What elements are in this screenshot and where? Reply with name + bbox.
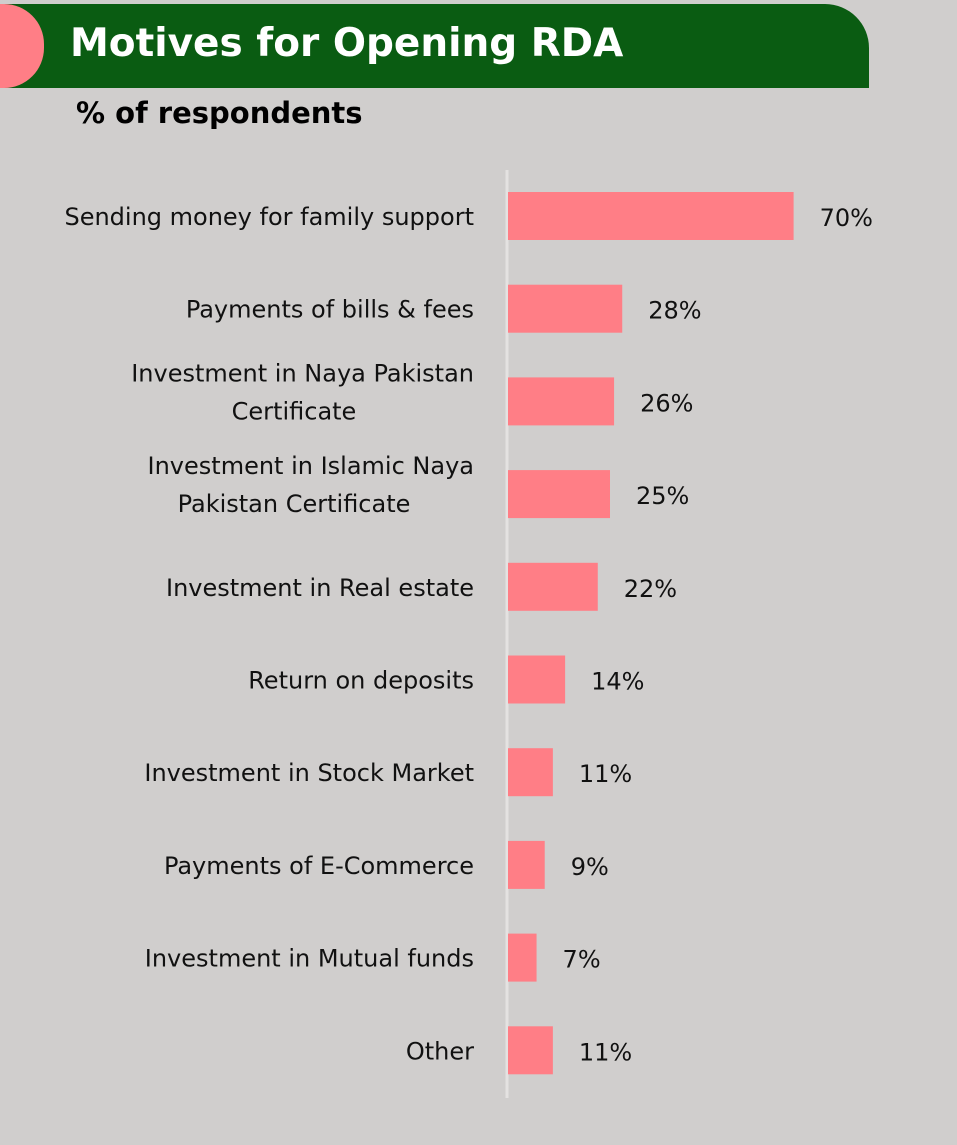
bar xyxy=(508,1026,553,1075)
bar xyxy=(508,192,794,240)
category-label: Investment in Islamic Naya Pakistan Certi… xyxy=(148,452,474,518)
category-label: Investment in Real estate xyxy=(166,574,474,602)
bar xyxy=(508,655,566,704)
value-label: 25% xyxy=(636,482,689,510)
value-label: 11% xyxy=(579,1038,632,1066)
bar xyxy=(508,562,598,611)
category-label: Payments of bills & fees xyxy=(186,296,474,324)
value-label: 7% xyxy=(563,946,601,974)
bar xyxy=(508,933,537,982)
value-label: 70% xyxy=(820,204,873,232)
bars-group xyxy=(508,192,794,1075)
value-label: 9% xyxy=(571,853,609,881)
category-label: Other xyxy=(406,1037,474,1065)
category-labels-group: Sending money for family support Payments… xyxy=(64,203,474,1065)
category-label: Investment in Stock Market xyxy=(144,759,474,787)
value-label: 28% xyxy=(648,297,701,325)
chart-title: Motives for Opening RDA xyxy=(70,21,624,66)
bar xyxy=(508,748,553,797)
category-label: Investment in Mutual funds xyxy=(145,945,474,973)
value-label: 26% xyxy=(640,389,693,417)
header-band xyxy=(0,4,869,88)
value-label: 11% xyxy=(579,760,632,788)
category-label: Sending money for family support xyxy=(64,203,474,231)
category-label: Return on deposits xyxy=(248,667,474,695)
bar xyxy=(508,284,623,333)
bar xyxy=(508,840,545,889)
value-label: 22% xyxy=(624,575,677,603)
bar xyxy=(508,470,610,519)
bar xyxy=(508,377,615,426)
value-label: 14% xyxy=(591,668,644,696)
chart-subtitle: % of respondents xyxy=(76,96,363,130)
category-label: Payments of E-Commerce xyxy=(164,852,474,880)
category-label: Investment in Naya Pakistan Certificate xyxy=(131,359,474,425)
value-labels-group: 70% 28% 26% 25% 22% 14% 11% 9% 7% 11% xyxy=(563,204,873,1066)
